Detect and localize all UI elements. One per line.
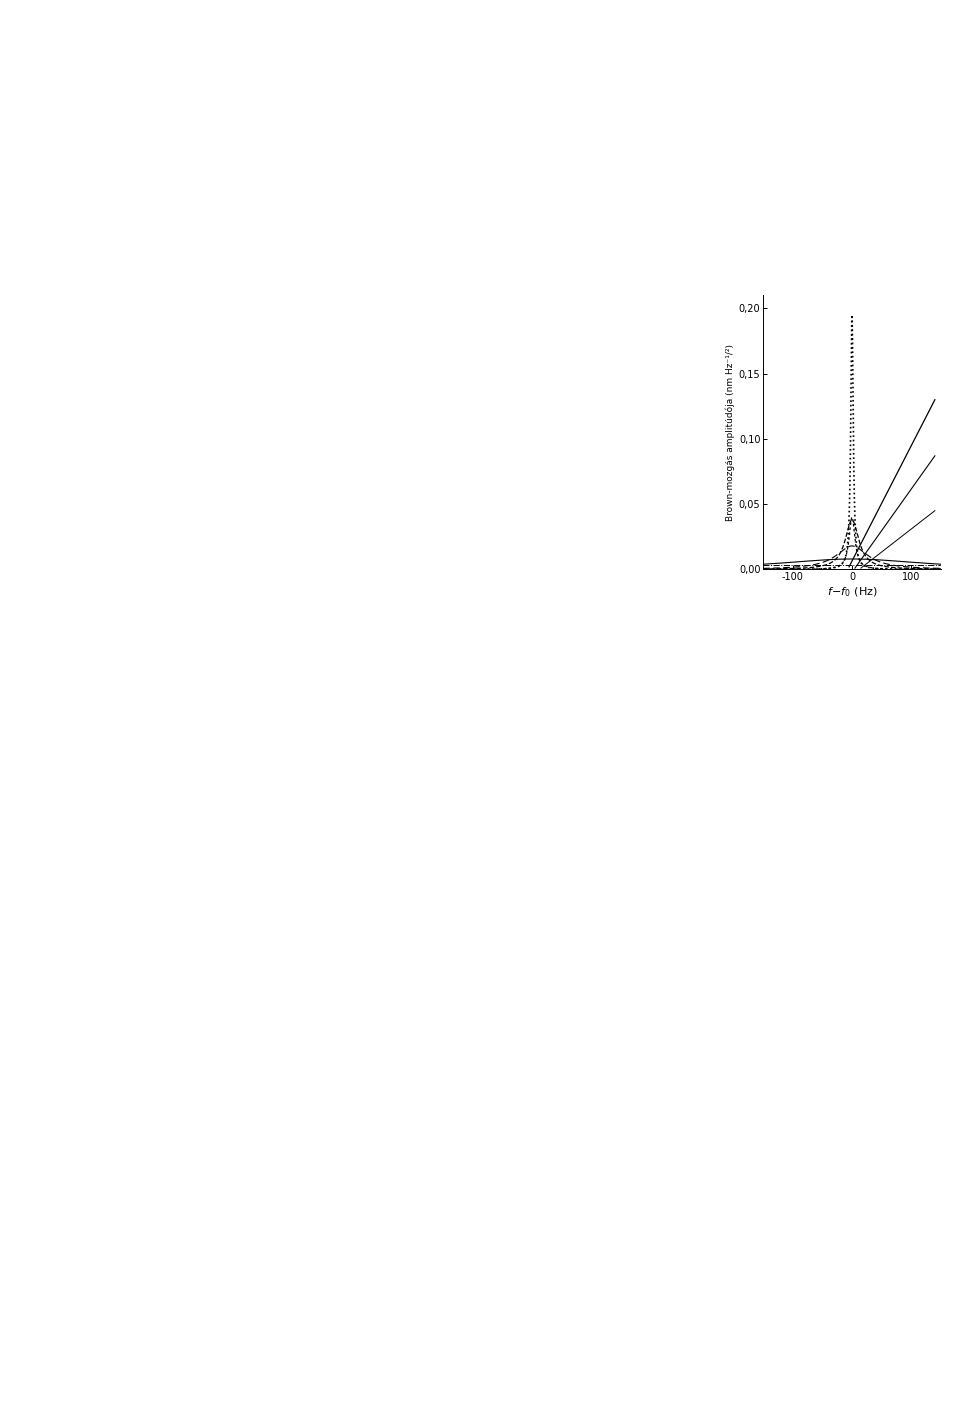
Y-axis label: Brown-mozgás amplitúdója (nm Hz⁻¹/²): Brown-mozgás amplitúdója (nm Hz⁻¹/²)	[725, 344, 734, 520]
X-axis label: $f\!-\!f_0$ (Hz): $f\!-\!f_0$ (Hz)	[827, 585, 877, 599]
